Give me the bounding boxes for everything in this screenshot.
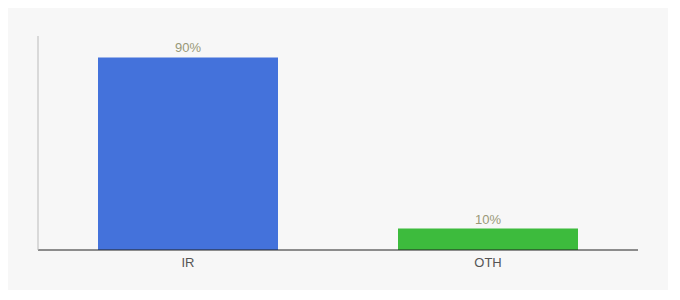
svg-text:90%: 90% [175,40,201,55]
svg-text:10%: 10% [475,212,501,227]
svg-text:OTH: OTH [474,255,501,270]
svg-text:IR: IR [182,255,195,270]
